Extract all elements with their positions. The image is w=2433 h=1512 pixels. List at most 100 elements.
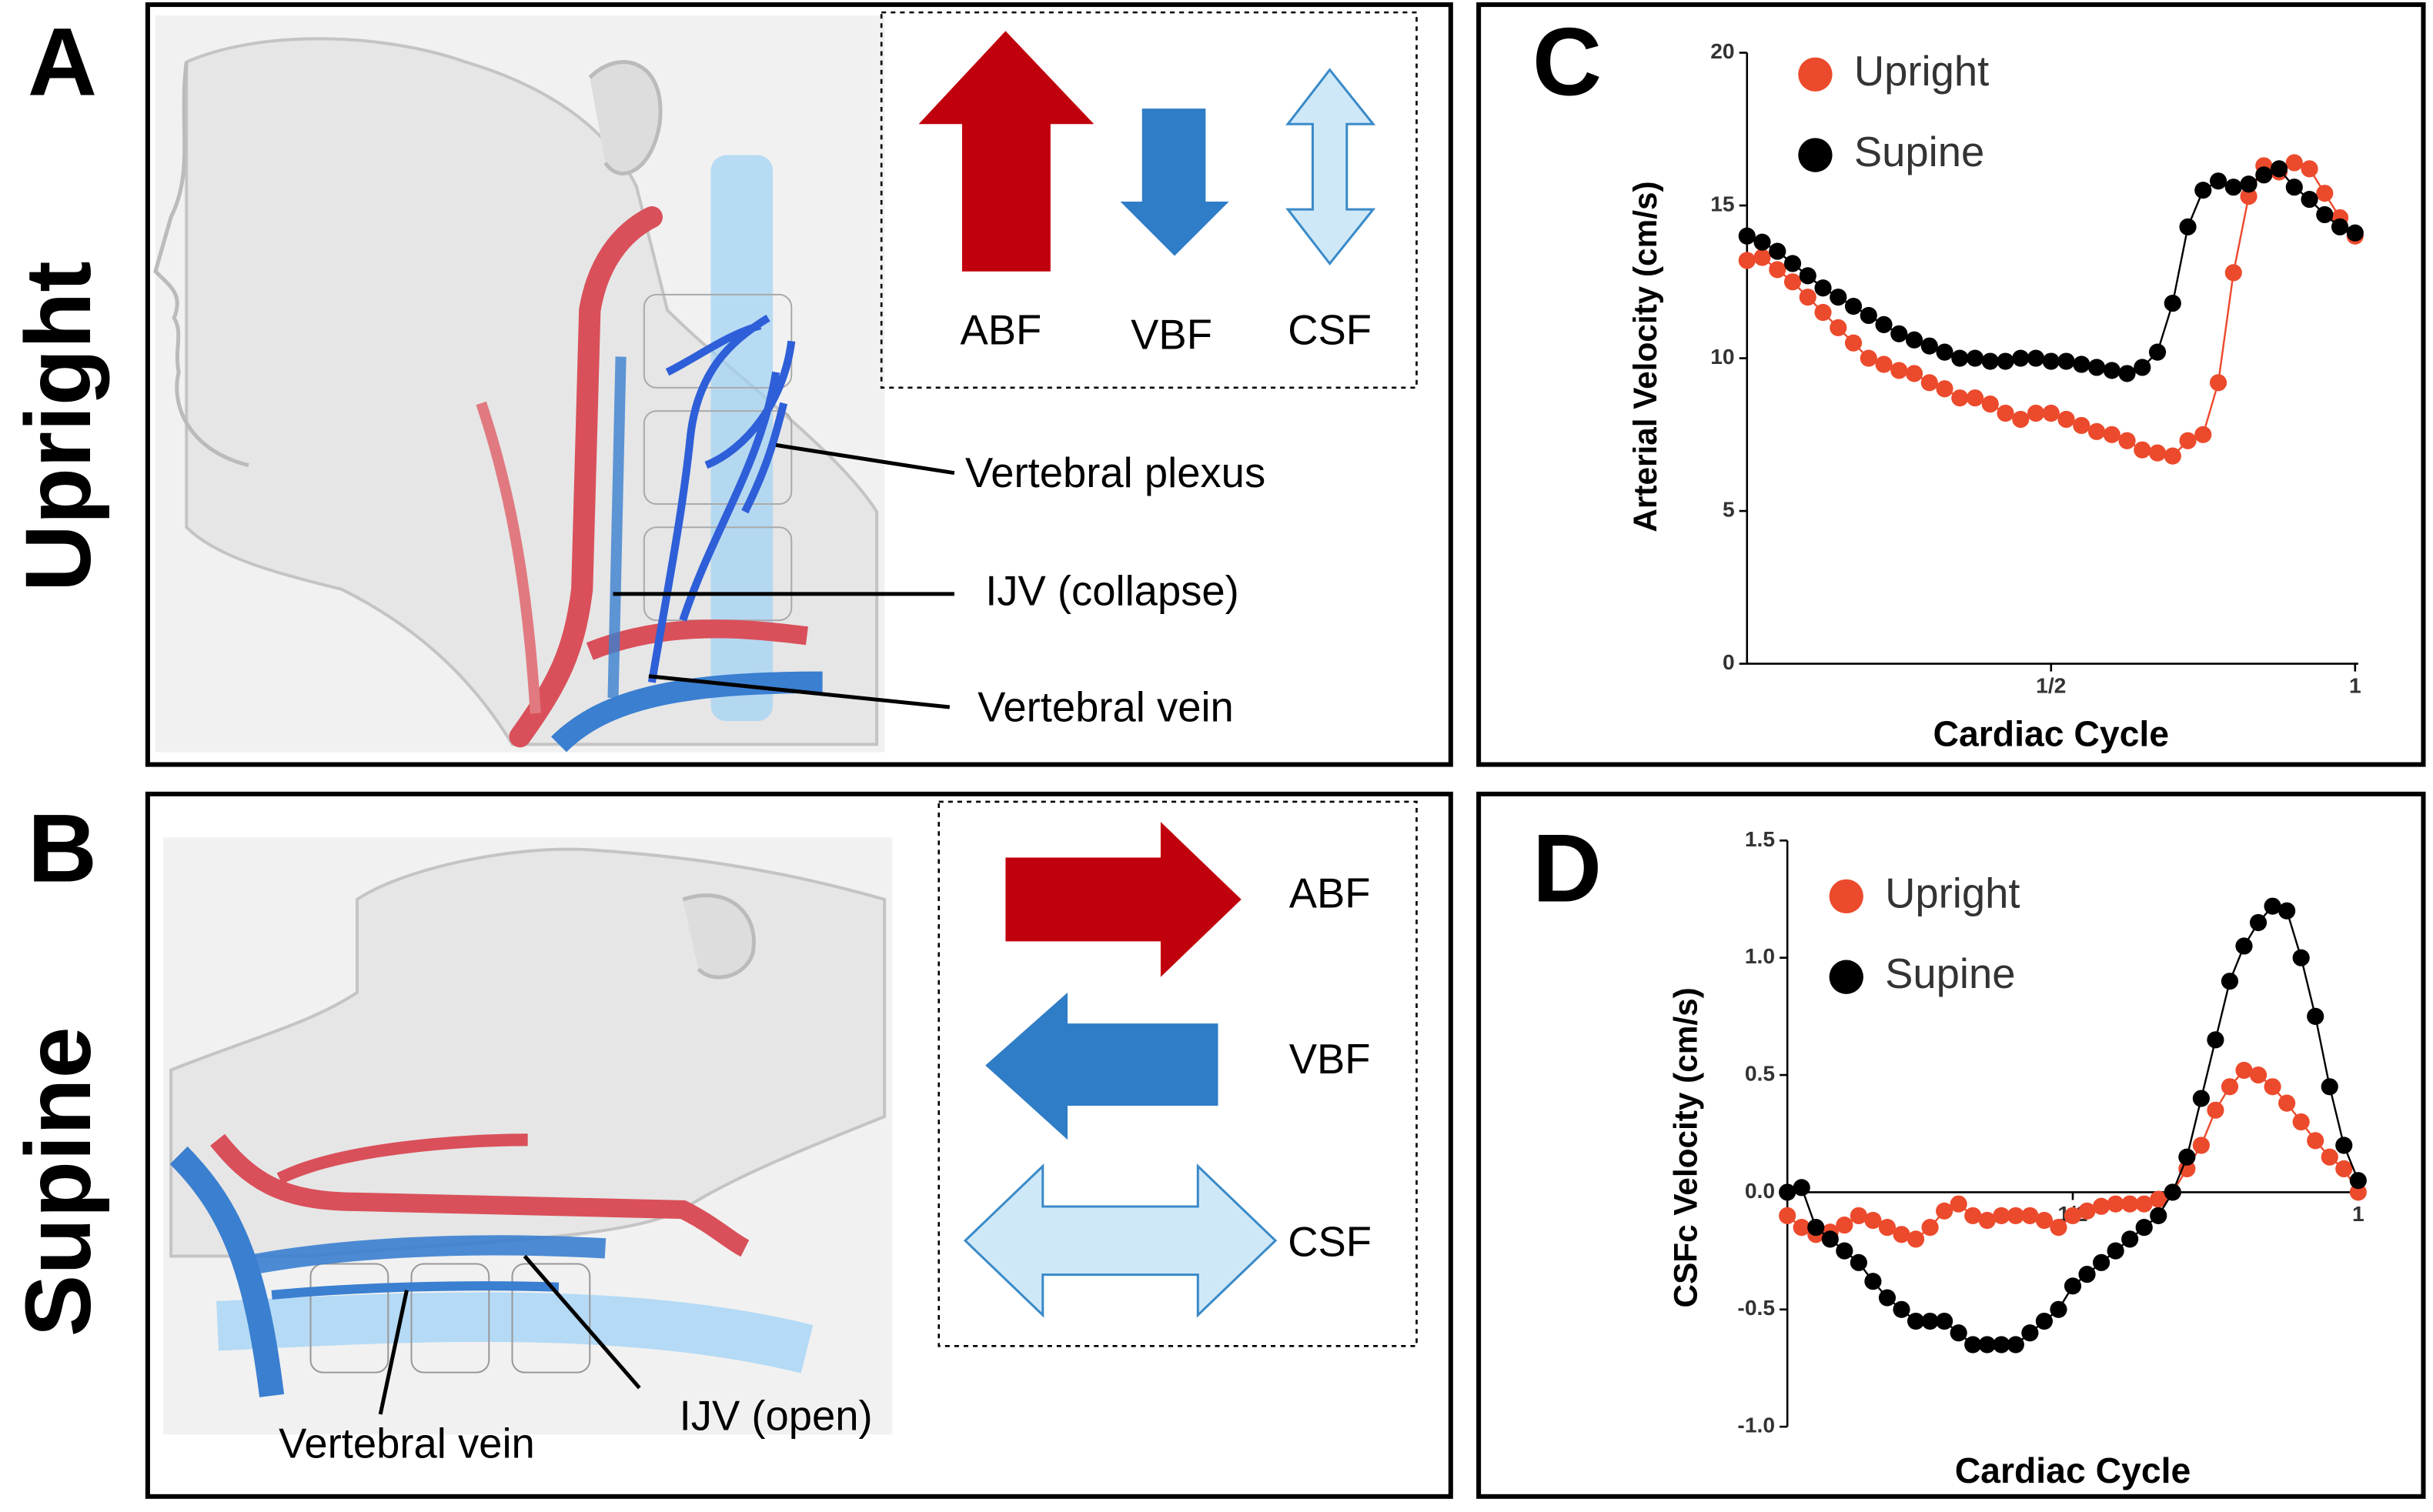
y-axis-label: CSFc Velocity (cm/s) <box>1667 987 1703 1307</box>
vertebra <box>511 1263 591 1373</box>
data-point <box>1920 374 1938 392</box>
data-point <box>2164 447 2181 465</box>
data-point <box>2224 179 2242 196</box>
data-point <box>1783 273 1802 291</box>
data-point <box>2164 1183 2181 1201</box>
legend-label: CSF <box>1288 307 1372 354</box>
csf-arrow <box>1285 68 1376 266</box>
artery <box>276 1133 528 1184</box>
data-point <box>2012 349 2030 367</box>
data-point <box>2107 1195 2124 1213</box>
data-point <box>1981 352 1999 370</box>
data-point <box>1950 1324 1967 1342</box>
data-point <box>1893 1226 1910 1243</box>
y-tick-label: 10 <box>1710 344 1734 369</box>
vein <box>169 1147 285 1397</box>
data-point <box>2134 359 2151 376</box>
data-point <box>2092 1197 2110 1215</box>
data-point <box>2103 362 2121 379</box>
data-point <box>2316 205 2334 224</box>
data-point <box>2264 1078 2281 1096</box>
data-point <box>2307 1007 2324 1025</box>
data-point <box>2335 1160 2353 1178</box>
vertebral-plexus <box>647 314 796 683</box>
data-point <box>2307 1132 2324 1150</box>
data-point <box>2057 410 2075 429</box>
supine-anatomy <box>163 837 893 1435</box>
legend-label: CSF <box>1288 1219 1372 1266</box>
data-point <box>1964 1336 1982 1353</box>
data-point <box>2316 185 2334 202</box>
data-point <box>2240 188 2258 205</box>
data-point <box>1769 242 1786 260</box>
data-point <box>2278 1094 2296 1112</box>
data-point <box>1905 365 1923 382</box>
callout-line <box>775 442 955 476</box>
ijv <box>607 356 627 699</box>
data-point <box>2042 352 2060 370</box>
data-point <box>2349 1183 2367 1201</box>
data-point <box>2192 1137 2210 1154</box>
spinal-canal <box>216 1292 814 1373</box>
data-point <box>1951 349 1969 367</box>
data-point <box>2209 374 2227 392</box>
x-tick-label: 1/2 <box>2036 673 2066 697</box>
legend-marker <box>1798 57 1833 92</box>
data-point <box>1966 349 1984 367</box>
data-point <box>1951 389 1969 407</box>
data-point <box>2194 426 2212 443</box>
legend-label: Supine <box>1854 129 1984 175</box>
data-point <box>1966 389 1984 407</box>
y-tick-label: 1.0 <box>1745 943 1775 968</box>
data-point <box>2285 154 2303 172</box>
data-point <box>2078 1202 2096 1220</box>
data-point <box>2270 160 2288 178</box>
x-axis-label: Cardiac Cycle <box>1933 714 2169 754</box>
data-point <box>1936 343 1953 361</box>
data-point <box>1844 297 1863 315</box>
data-point <box>2035 1211 2053 1230</box>
data-point <box>2118 432 2136 449</box>
data-point <box>1814 303 1832 322</box>
data-point <box>1844 334 1863 352</box>
data-point <box>2249 913 2268 932</box>
data-point <box>1993 1207 2010 1224</box>
vbf-arrow <box>1120 108 1229 256</box>
vertebra <box>643 410 793 506</box>
data-point <box>2224 264 2242 282</box>
data-point <box>1850 1207 1867 1224</box>
data-point <box>1836 1217 1853 1234</box>
data-point <box>2042 404 2060 422</box>
y-tick-label: 0 <box>1723 649 1735 674</box>
series-line <box>1746 167 2356 375</box>
data-point <box>2121 1230 2139 1248</box>
callout-label: IJV (collapse) <box>985 567 1239 614</box>
ear <box>588 60 663 175</box>
data-point <box>2007 1336 2024 1353</box>
data-point <box>2121 1195 2139 1213</box>
data-point <box>2135 1219 2153 1237</box>
data-point <box>1793 1219 1810 1237</box>
callout-label: IJV (open) <box>680 1392 873 1439</box>
panel-frame <box>145 2 1453 767</box>
carotid-artery <box>210 1133 750 1257</box>
condition-label: Supine <box>6 1026 110 1337</box>
data-point <box>1864 1211 1882 1230</box>
vertebra <box>643 293 793 389</box>
subclavian-artery <box>586 619 808 660</box>
legend-label: VBF <box>1131 312 1212 359</box>
data-point <box>1964 1207 1982 1224</box>
data-point <box>2264 897 2281 915</box>
data-point <box>2207 1101 2224 1119</box>
data-point <box>2073 416 2090 434</box>
data-point <box>1864 1273 1882 1290</box>
data-point <box>2292 1113 2310 1131</box>
vein <box>551 671 823 753</box>
data-point <box>1783 255 1802 272</box>
data-point <box>2092 1253 2110 1271</box>
data-point <box>2221 1078 2239 1096</box>
data-point <box>1860 349 1877 367</box>
data-point <box>2007 1207 2024 1224</box>
vertebra <box>309 1263 389 1373</box>
data-point <box>2292 949 2310 966</box>
